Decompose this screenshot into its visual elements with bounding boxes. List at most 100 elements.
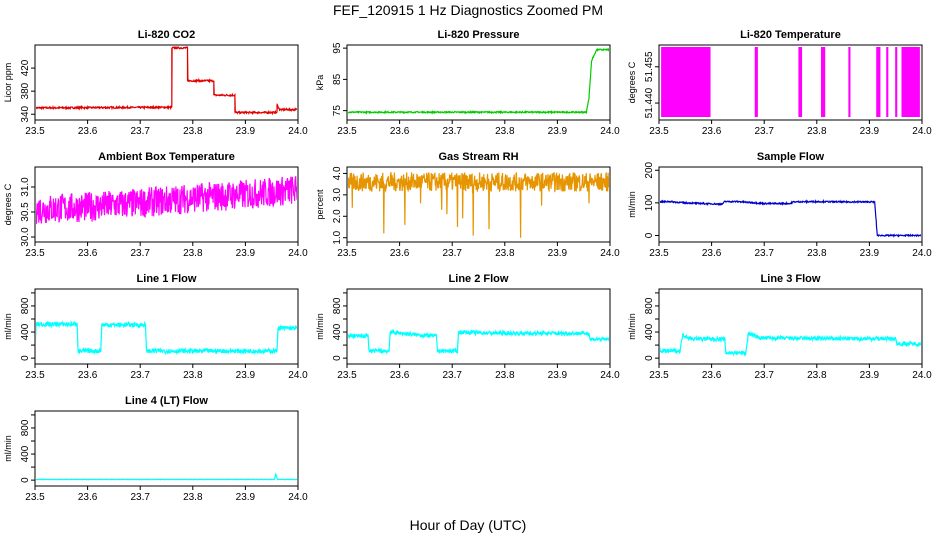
panel-8: Line 2 Flow 23.5 23.6 23.7 23.8 23.9 24.0 0 400 8… (315, 273, 620, 381)
x-tick-label: 23.7 (130, 126, 150, 137)
x-tick-label: 23.8 (807, 248, 827, 259)
y-tick-label: 380 (20, 82, 31, 99)
x-tick-label: 23.7 (130, 248, 150, 259)
y-axis-label: Licor ppm (3, 63, 13, 103)
x-tick-label: 23.6 (78, 126, 98, 137)
y-tick-label: 340 (20, 105, 31, 122)
y-axis-label: degrees C (627, 61, 637, 103)
panel-title: Li-820 Temperature (740, 29, 841, 41)
temperature-band (821, 47, 826, 117)
panel-title: Li-820 CO2 (138, 29, 195, 41)
panel-title: Sample Flow (757, 151, 825, 163)
y-tick-label: 400 (332, 323, 343, 340)
x-tick-label: 24.0 (288, 248, 308, 259)
x-tick-label: 24.0 (288, 126, 308, 137)
x-tick-label: 24.0 (288, 370, 308, 381)
temperature-band (798, 47, 803, 117)
temperature-band (901, 47, 920, 117)
x-tick-label: 23.8 (183, 248, 203, 259)
x-tick-label: 23.9 (236, 492, 256, 503)
y-tick-label: 400 (20, 445, 31, 462)
x-tick-label: 23.8 (495, 126, 515, 137)
x-tick-label: 23.7 (754, 126, 774, 137)
x-tick-label: 23.7 (442, 126, 462, 137)
y-tick-label: 95 (332, 42, 343, 54)
plot-frame (658, 44, 923, 121)
panel-7: Line 1 Flow 23.5 23.6 23.7 23.8 23.9 24.0 0 400 8… (3, 273, 308, 381)
y-tick-label: 0 (332, 355, 343, 361)
data-series (348, 47, 609, 115)
page-title: FEF_120915 1 Hz Diagnostics Zoomed PM (332, 2, 603, 18)
y-tick-label: 3.0 (332, 187, 343, 201)
panel-6: Sample Flow 23.5 23.6 23.7 23.8 23.9 24.0 0 100 2… (627, 151, 932, 259)
y-tick-label: 2.0 (332, 209, 343, 223)
x-tick-label: 23.6 (78, 492, 98, 503)
x-tick-label: 23.8 (183, 370, 203, 381)
panel-9: Line 3 Flow 23.5 23.6 23.7 23.8 23.9 24.0 0 400 8… (627, 273, 932, 381)
plot-frame (34, 44, 299, 121)
plot-frame (34, 288, 299, 365)
y-tick-label: 0 (644, 355, 655, 361)
x-tick-label: 24.0 (600, 370, 620, 381)
temperature-band (886, 47, 889, 117)
y-tick-label: 51.455 (644, 51, 655, 82)
y-axis-label: ml/min (3, 435, 13, 462)
x-tick-label: 23.6 (78, 248, 98, 259)
y-tick-label: 4.0 (332, 166, 343, 180)
x-tick-label: 23.7 (442, 370, 462, 381)
y-tick-label: 800 (20, 297, 31, 314)
x-tick-label: 23.6 (390, 370, 410, 381)
x-tick-label: 24.0 (600, 248, 620, 259)
data-series (348, 328, 609, 355)
data-series (36, 176, 297, 225)
series-line (660, 330, 921, 357)
y-tick-label: 200 (644, 161, 655, 178)
x-tick-label: 23.5 (25, 370, 45, 381)
x-tick-label: 23.8 (495, 248, 515, 259)
y-axis-label: ml/min (627, 313, 637, 340)
x-tick-label: 23.9 (548, 126, 568, 137)
x-tick-label: 23.7 (754, 248, 774, 259)
y-axis-label: kPa (315, 75, 325, 91)
x-tick-label: 23.5 (337, 370, 357, 381)
panel-title: Line 1 Flow (137, 273, 197, 285)
x-tick-label: 23.5 (337, 126, 357, 137)
y-tick-label: 100 (644, 194, 655, 211)
x-tick-label: 23.5 (649, 370, 669, 381)
series-line (348, 47, 609, 115)
x-axis-label: Hour of Day (UTC) (409, 517, 527, 533)
data-series (36, 46, 297, 116)
panel-5: Gas Stream RH 23.5 23.6 23.7 23.8 23.9 24.0 1.0… (315, 151, 620, 259)
temperature-band (876, 47, 881, 117)
plot-frame (346, 44, 611, 121)
x-tick-label: 23.9 (548, 248, 568, 259)
y-axis-label: degrees C (3, 183, 13, 225)
series-line (36, 472, 297, 481)
data-series (660, 330, 921, 357)
x-tick-label: 23.7 (442, 248, 462, 259)
x-tick-label: 24.0 (912, 370, 932, 381)
panel-title: Ambient Box Temperature (98, 151, 235, 163)
x-tick-label: 23.8 (807, 370, 827, 381)
y-axis-label: ml/min (315, 313, 325, 340)
panel-3: Li-820 Temperature 23.5 23.6 23.7 23.8 23.9 24… (627, 29, 932, 137)
x-tick-label: 23.8 (807, 126, 827, 137)
x-tick-label: 24.0 (288, 492, 308, 503)
y-axis-label: percent (315, 189, 325, 220)
series-line (36, 176, 297, 225)
panel-10: Line 4 (LT) Flow 23.5 23.6 23.7 23.8 23.9 24.0… (3, 395, 308, 503)
series-line (36, 320, 297, 356)
series-line (36, 46, 297, 116)
series-line (348, 328, 609, 355)
temperature-band (661, 47, 711, 117)
plot-frame (34, 410, 299, 487)
data-series (348, 171, 609, 238)
x-tick-label: 23.5 (649, 248, 669, 259)
y-tick-label: 800 (644, 297, 655, 314)
x-tick-label: 23.7 (130, 370, 150, 381)
y-tick-label: 800 (332, 297, 343, 314)
x-tick-label: 23.5 (25, 248, 45, 259)
plot-frame (658, 166, 923, 243)
temperature-band (895, 47, 898, 117)
x-tick-label: 23.7 (754, 370, 774, 381)
